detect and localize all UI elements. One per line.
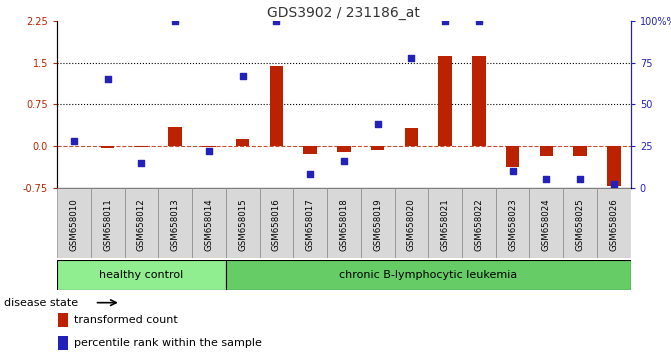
- Text: GSM658013: GSM658013: [170, 198, 180, 251]
- Point: [102, 77, 113, 82]
- Bar: [327, 188, 361, 258]
- Bar: [539, 146, 553, 156]
- Point: [440, 18, 450, 24]
- Text: GSM658022: GSM658022: [474, 198, 483, 251]
- Bar: [58, 313, 68, 327]
- Bar: [573, 146, 587, 156]
- Text: GSM658017: GSM658017: [305, 198, 315, 251]
- Bar: [303, 146, 317, 154]
- Text: healthy control: healthy control: [99, 270, 184, 280]
- Text: GSM658020: GSM658020: [407, 198, 416, 251]
- Text: GSM658015: GSM658015: [238, 198, 247, 251]
- Bar: [91, 188, 125, 258]
- Text: GSM658019: GSM658019: [373, 198, 382, 251]
- Text: GSM658014: GSM658014: [205, 198, 213, 251]
- Bar: [438, 56, 452, 146]
- Text: chronic B-lymphocytic leukemia: chronic B-lymphocytic leukemia: [339, 270, 517, 280]
- Bar: [192, 188, 225, 258]
- Bar: [361, 188, 395, 258]
- Text: transformed count: transformed count: [74, 315, 178, 325]
- Text: GSM658023: GSM658023: [508, 198, 517, 251]
- Text: percentile rank within the sample: percentile rank within the sample: [74, 338, 262, 348]
- Point: [575, 176, 586, 182]
- Point: [170, 18, 180, 24]
- Bar: [462, 188, 496, 258]
- Bar: [270, 65, 283, 146]
- Point: [305, 171, 315, 177]
- Text: GSM658018: GSM658018: [340, 198, 348, 251]
- Text: disease state: disease state: [4, 298, 78, 308]
- Point: [406, 55, 417, 61]
- Bar: [158, 188, 192, 258]
- Point: [68, 138, 79, 144]
- Text: GSM658012: GSM658012: [137, 198, 146, 251]
- Bar: [125, 188, 158, 258]
- Point: [609, 182, 619, 187]
- Bar: [506, 146, 519, 167]
- Text: GSM658010: GSM658010: [69, 198, 79, 251]
- Bar: [260, 188, 293, 258]
- Bar: [202, 146, 215, 147]
- Point: [339, 158, 350, 164]
- Point: [271, 18, 282, 24]
- Point: [203, 148, 214, 154]
- Bar: [225, 188, 260, 258]
- Bar: [101, 146, 114, 148]
- Bar: [496, 188, 529, 258]
- Bar: [337, 146, 351, 152]
- Bar: [563, 188, 597, 258]
- Text: GSM658026: GSM658026: [609, 198, 619, 251]
- Bar: [293, 188, 327, 258]
- Bar: [395, 188, 428, 258]
- Text: GSM658025: GSM658025: [576, 198, 584, 251]
- Bar: [472, 56, 486, 146]
- Bar: [57, 260, 225, 290]
- Bar: [168, 127, 182, 146]
- Text: GSM658024: GSM658024: [542, 198, 551, 251]
- Point: [372, 121, 383, 127]
- Bar: [225, 260, 631, 290]
- Bar: [371, 146, 384, 150]
- Bar: [58, 336, 68, 350]
- Bar: [236, 139, 250, 146]
- Point: [136, 160, 147, 166]
- Bar: [405, 128, 418, 146]
- Point: [474, 18, 484, 24]
- Text: GSM658016: GSM658016: [272, 198, 281, 251]
- Bar: [607, 146, 621, 186]
- Bar: [428, 188, 462, 258]
- Bar: [597, 188, 631, 258]
- Text: GSM658021: GSM658021: [441, 198, 450, 251]
- Point: [507, 168, 518, 174]
- Point: [541, 176, 552, 182]
- Title: GDS3902 / 231186_at: GDS3902 / 231186_at: [268, 6, 420, 20]
- Bar: [57, 188, 91, 258]
- Bar: [529, 188, 563, 258]
- Bar: [135, 146, 148, 147]
- Point: [238, 73, 248, 79]
- Text: GSM658011: GSM658011: [103, 198, 112, 251]
